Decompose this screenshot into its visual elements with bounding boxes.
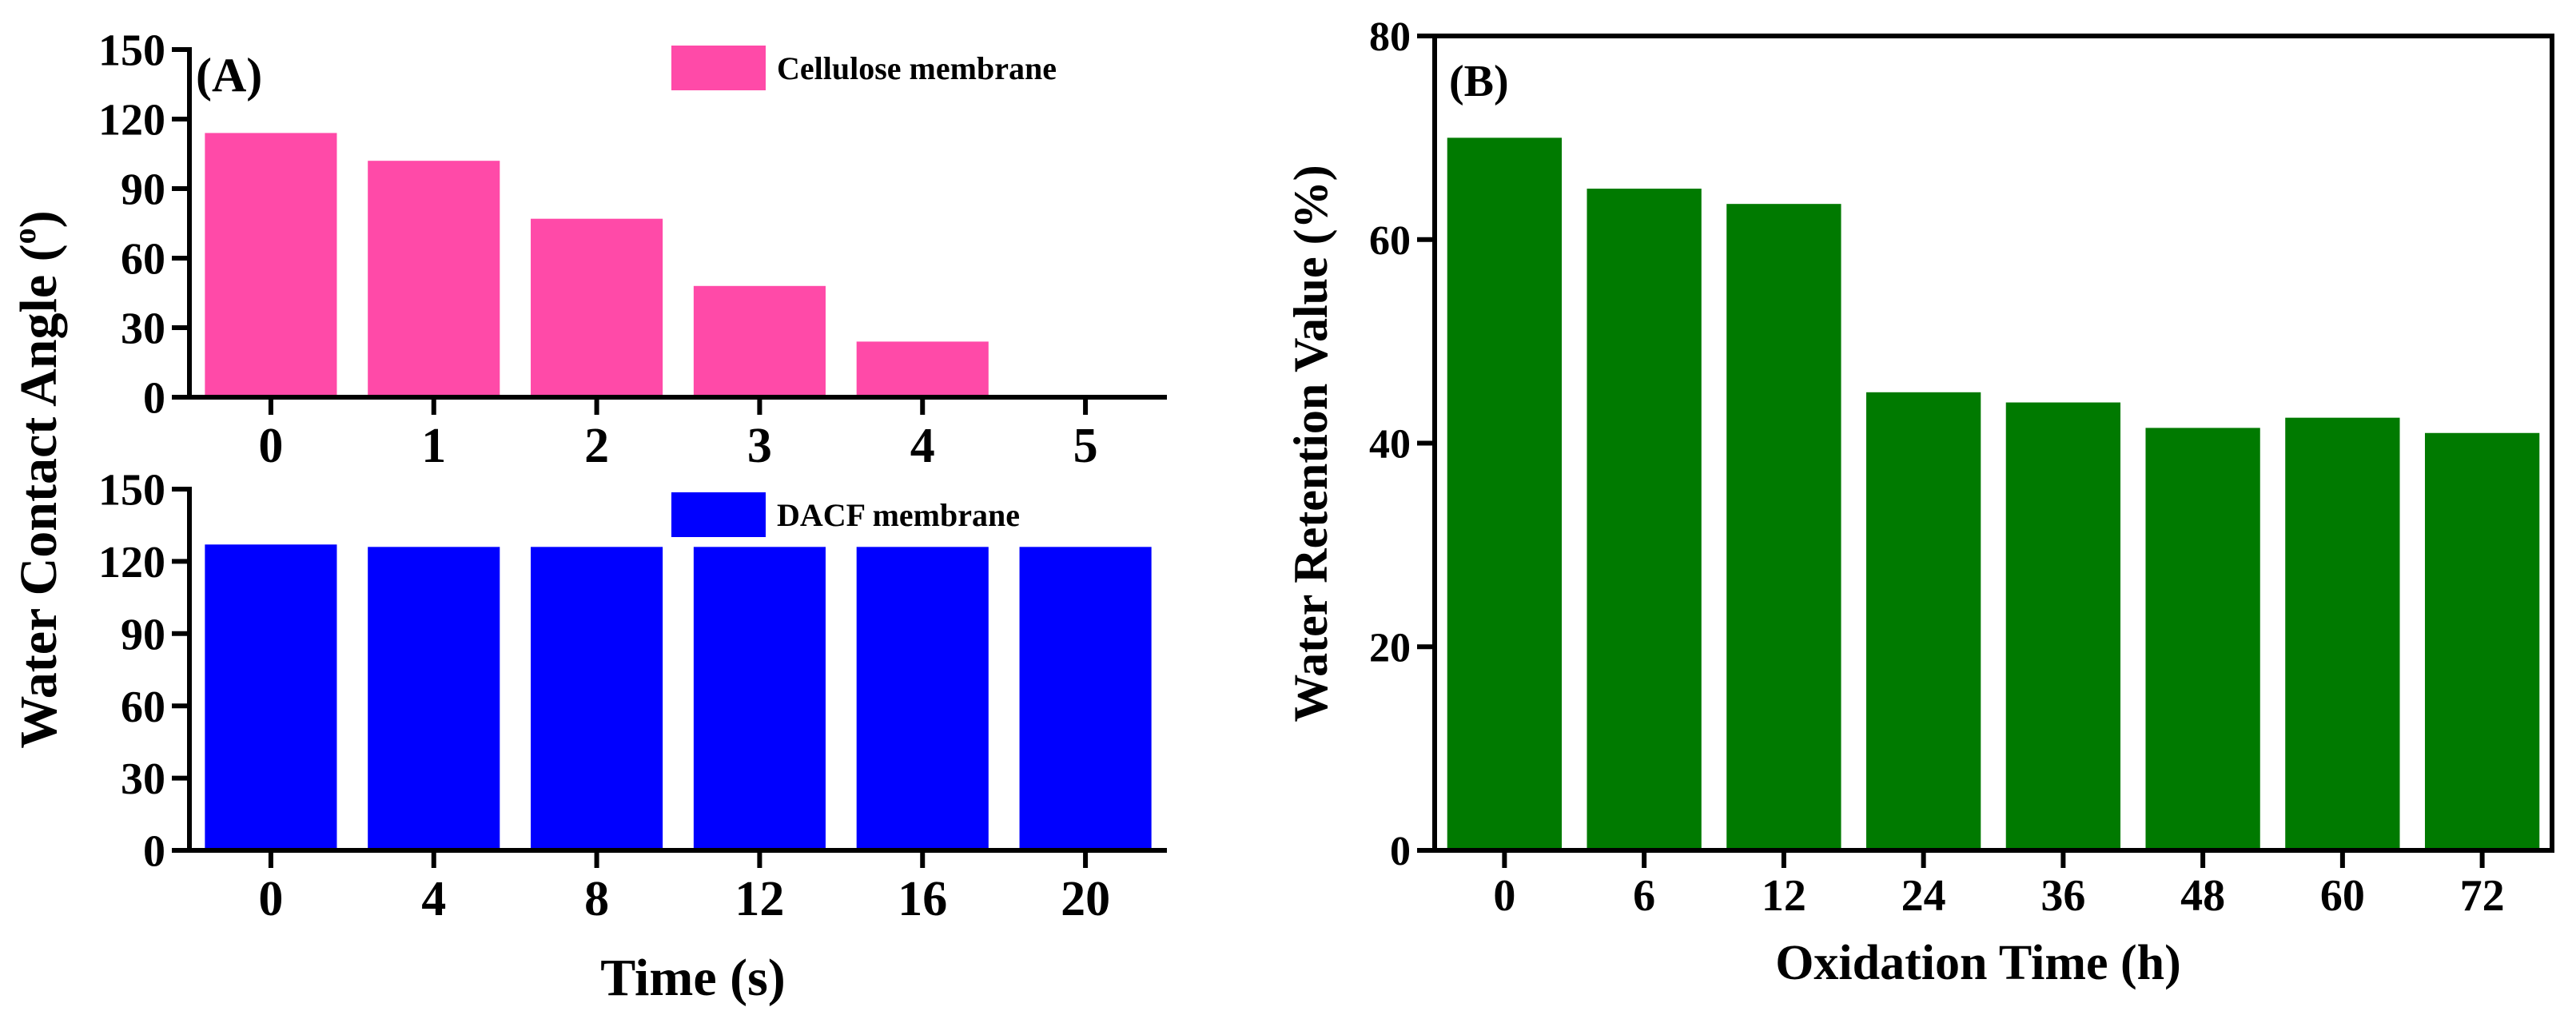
panel-b-x-tick-label: 12 xyxy=(1762,871,1806,921)
panel-b-y-tick-label: 40 xyxy=(1369,422,1411,468)
panel-b-y-axis-title: Water Retention Value (%) xyxy=(1284,165,1337,722)
panel-b-x-tick-label: 36 xyxy=(2040,871,2085,921)
panel-a-bottom-legend-swatch xyxy=(671,492,766,537)
panel-b-x-tick-label: 48 xyxy=(2180,871,2225,921)
panel-a-top-x-tick-label: 5 xyxy=(1073,419,1098,473)
panel-b-bar xyxy=(2145,428,2260,848)
panel-a-top-y-tick-label: 0 xyxy=(143,374,165,424)
panel-b-y-tick-label: 80 xyxy=(1369,14,1411,60)
panel-b-y-tick-label: 0 xyxy=(1390,829,1411,874)
panel-b-x-tick-label: 0 xyxy=(1493,871,1515,921)
panel-a-bottom-x-tick-label: 20 xyxy=(1061,872,1110,926)
panel-a-top-y-tick-label: 90 xyxy=(121,165,165,215)
panel-a-bottom-y-tick-label: 30 xyxy=(121,754,165,804)
panel-a-top-y-tick-label: 120 xyxy=(98,96,165,145)
panel-a-top-x-tick-label: 1 xyxy=(421,419,446,473)
panel-a-top-bar xyxy=(531,218,663,395)
panel-a-bottom-x-tick-label: 4 xyxy=(421,872,446,926)
panel-a-bottom-bar xyxy=(205,544,337,848)
panel-a-top-x-tick-label: 0 xyxy=(258,419,283,473)
panel-a-top-bar xyxy=(693,285,826,395)
panel-b-x-tick-label: 24 xyxy=(1901,871,1946,921)
panel-a-top-y-tick-label: 60 xyxy=(121,235,165,285)
panel-a-top-chart: 0 30 60 90 120 150 0 1 2 3 4 5 (A) Cellulose membrane xyxy=(98,26,1167,473)
panel-b-x-axis-title: Oxidation Time (h) xyxy=(1775,936,2181,990)
panel-b-x-tick-label: 60 xyxy=(2320,871,2365,921)
panel-a-bottom-bar xyxy=(856,547,989,848)
panel-a-top-y-tick-label: 150 xyxy=(98,26,165,76)
panel-a-bottom-x-tick-label: 12 xyxy=(735,872,784,926)
panel-a-bottom-x-tick-label: 8 xyxy=(584,872,609,926)
panel-a-bottom-x-tick-label: 16 xyxy=(898,872,947,926)
panel-b-bar xyxy=(1587,189,1702,848)
panel-a-bottom-bar xyxy=(693,547,826,848)
panel-b-y-tick-label: 20 xyxy=(1369,625,1411,671)
panel-a-top-x-tick-label: 3 xyxy=(747,419,772,473)
panel-a-bottom-bar xyxy=(1019,547,1152,848)
axis-titles: Water Contact Angle (o) Time (s) Water R… xyxy=(6,165,2181,1007)
panel-b-bar xyxy=(1447,137,1563,848)
panel-a-top-x-tick-label: 2 xyxy=(584,419,609,473)
panel-a-bottom-y-tick-label: 150 xyxy=(98,466,165,515)
panel-a-bottom-x-tick-label: 0 xyxy=(258,872,283,926)
panel-b-x-tick-label: 72 xyxy=(2460,871,2505,921)
panel-b-panel-label: (B) xyxy=(1449,57,1509,106)
panel-b-bar xyxy=(2005,402,2121,848)
panel-b-chart: 0 20 40 60 80 0 6 12 24 36 48 60 72 (B) xyxy=(1369,14,2554,921)
panel-b-bar xyxy=(2424,432,2540,848)
panel-a-top-panel-label: (A) xyxy=(196,49,262,102)
panel-a-bottom-legend-label: DACF membrane xyxy=(777,497,1020,533)
panel-a-top-bar xyxy=(368,161,500,395)
panel-a-bottom-y-tick-label: 0 xyxy=(143,827,165,877)
panel-a-bottom-bar xyxy=(368,547,500,848)
panel-b-bar xyxy=(1726,204,1841,848)
panel-b-y-tick-label: 60 xyxy=(1369,218,1411,264)
panel-a-bottom-bar xyxy=(531,547,663,848)
panel-a-bottom-chart: 0 30 60 90 120 150 0 4 8 12 16 20 DACF membrane xyxy=(98,466,1167,926)
panel-a-top-legend-label: Cellulose membrane xyxy=(777,50,1057,86)
panel-a-bottom-y-tick-label: 60 xyxy=(121,683,165,732)
panel-a-top-legend-swatch xyxy=(671,46,766,90)
panel-a-x-axis-title: Time (s) xyxy=(600,949,786,1007)
panel-a-y-axis-title: Water Contact Angle (o) xyxy=(6,210,68,748)
panel-b-bar xyxy=(2285,417,2400,848)
panel-a-top-x-tick-label: 4 xyxy=(910,419,935,473)
panel-a-bottom-y-tick-label: 90 xyxy=(121,610,165,659)
panel-b-x-tick-label: 6 xyxy=(1633,871,1655,921)
panel-b-bar xyxy=(1865,392,1981,848)
panel-a-top-bar xyxy=(205,133,337,395)
panel-a-top-bar xyxy=(856,341,989,395)
panel-a-top-y-tick-label: 30 xyxy=(121,305,165,354)
panel-a-bottom-y-tick-label: 120 xyxy=(98,538,165,587)
